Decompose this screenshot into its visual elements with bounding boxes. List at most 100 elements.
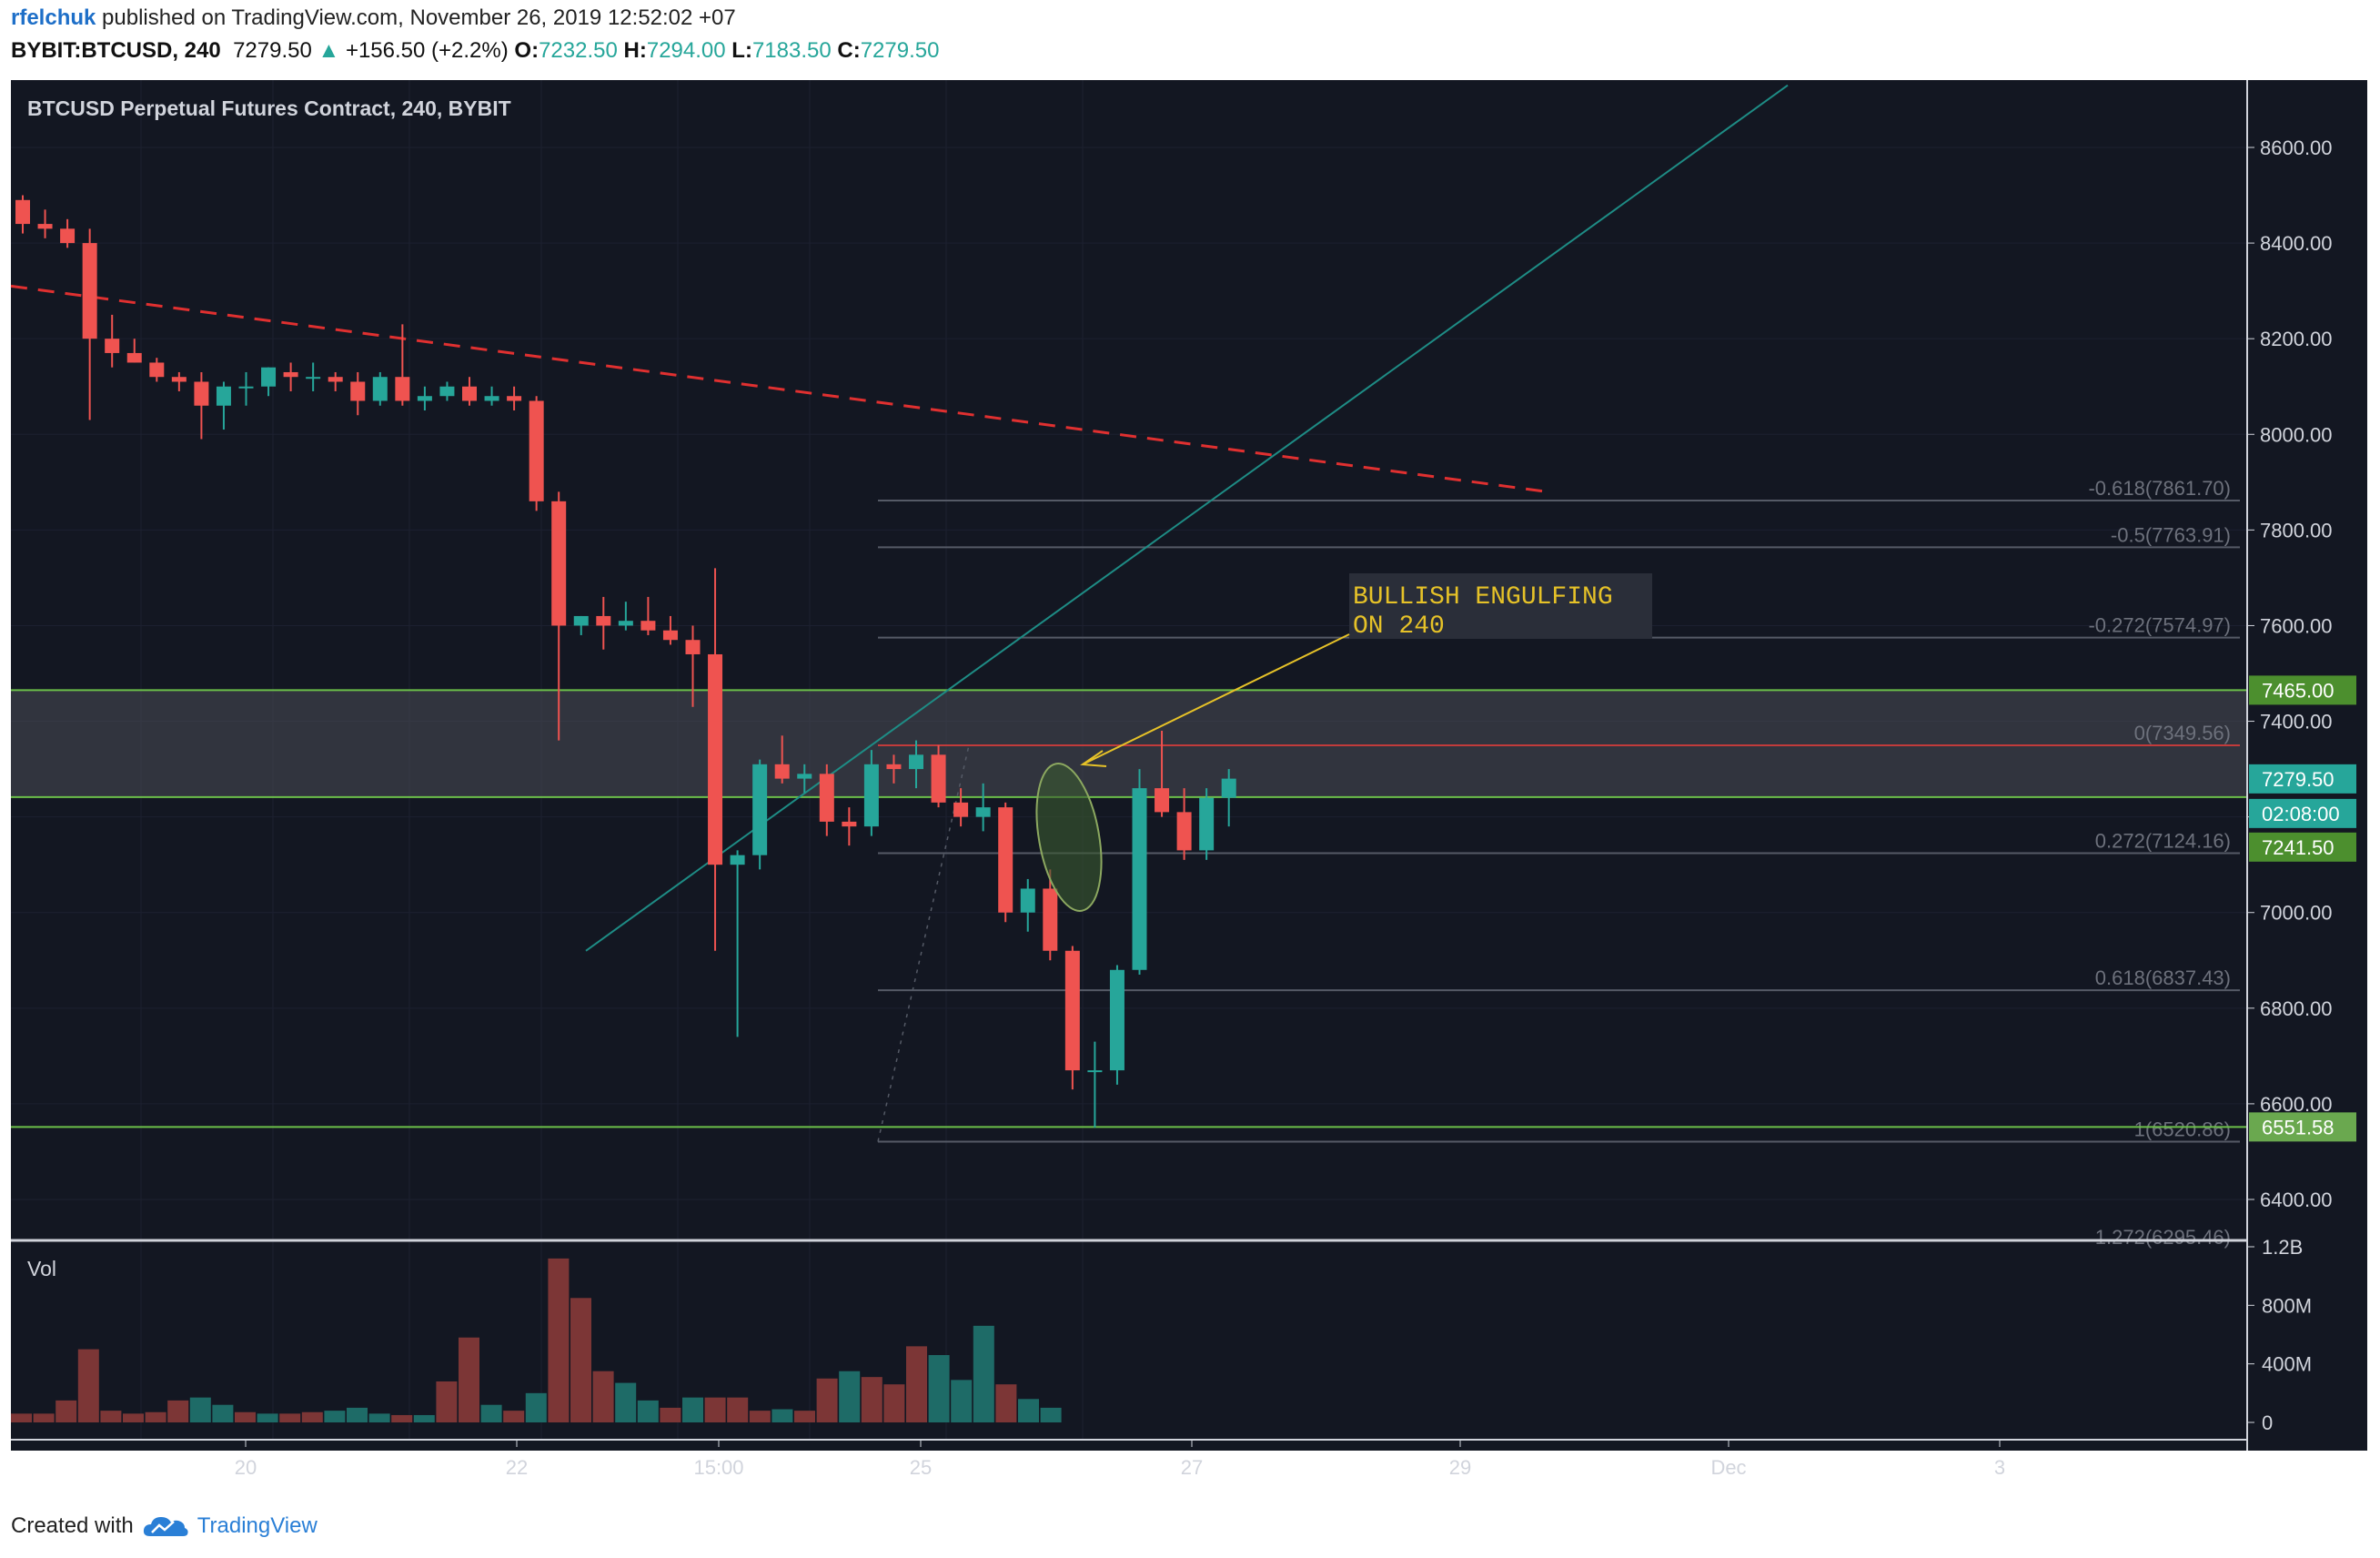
fib-level-label: 0.272(7124.16) <box>2095 829 2231 852</box>
candle-body[interactable] <box>573 615 589 626</box>
volume-bar <box>212 1404 234 1422</box>
price-tick-label: 7800.00 <box>2260 519 2333 541</box>
volume-tick-label: 400M <box>2262 1353 2312 1376</box>
candle-body[interactable] <box>618 621 633 626</box>
candle-body[interactable] <box>1020 888 1035 913</box>
volume-bar <box>235 1411 256 1422</box>
candle-body[interactable] <box>640 621 656 631</box>
candle-body[interactable] <box>953 802 969 817</box>
fibonacci-levels[interactable]: -0.618(7861.70) -0.5(7763.91) -0.272(7574.… <box>877 477 2240 1249</box>
annotation-line-2: ON 240 <box>1353 612 1445 641</box>
candle-body[interactable] <box>774 764 790 779</box>
volume-bar <box>548 1258 570 1422</box>
volume-bar <box>995 1384 1017 1422</box>
candle-body[interactable] <box>149 362 165 378</box>
candle-body[interactable] <box>238 386 254 389</box>
candle-body[interactable] <box>439 386 455 397</box>
volume-bar <box>324 1411 346 1422</box>
candle-body[interactable] <box>909 754 923 770</box>
volume-bar <box>167 1400 189 1422</box>
candle-body[interactable] <box>708 653 723 865</box>
candle-body[interactable] <box>37 224 53 229</box>
candle-body[interactable] <box>1199 797 1215 851</box>
candle-body[interactable] <box>216 386 231 406</box>
volume-bar <box>459 1337 479 1422</box>
candle-body[interactable] <box>1043 888 1058 951</box>
candle-body[interactable] <box>819 774 834 822</box>
open-value: 7232.50 <box>539 38 618 63</box>
candle-body[interactable] <box>797 774 812 779</box>
fib-level-label: -0.272(7574.97) <box>2088 614 2231 637</box>
candle-body[interactable] <box>1109 969 1124 1071</box>
candle-body[interactable] <box>60 228 76 244</box>
annotation-line-1: BULLISH ENGULFING <box>1353 583 1613 612</box>
engulfing-highlight-ellipse[interactable] <box>1026 759 1111 916</box>
candle-body[interactable] <box>1132 788 1147 970</box>
price-tick-label: 8400.00 <box>2260 232 2333 255</box>
support-resistance-lines[interactable] <box>11 689 2247 1128</box>
candle-body[interactable] <box>1064 950 1080 1071</box>
candle-body[interactable] <box>82 243 97 339</box>
candle-body[interactable] <box>462 386 477 401</box>
volume-bar <box>749 1411 771 1422</box>
candle-body[interactable] <box>171 377 187 382</box>
candle-body[interactable] <box>1176 812 1192 851</box>
candle-body[interactable] <box>1221 778 1236 798</box>
author-link[interactable]: rfelchuk <box>11 5 96 30</box>
candle-body[interactable] <box>328 377 343 382</box>
tradingview-link[interactable]: TradingView <box>197 1513 318 1538</box>
volume-bar <box>33 1413 55 1422</box>
candle-body[interactable] <box>306 377 321 379</box>
candle-body[interactable] <box>863 764 879 827</box>
volume-bar <box>189 1397 211 1422</box>
candle-body[interactable] <box>15 199 30 225</box>
candle-body[interactable] <box>261 367 277 387</box>
candle-body[interactable] <box>484 396 499 401</box>
candle-body[interactable] <box>194 381 209 406</box>
price-tick-label: 7600.00 <box>2260 614 2333 637</box>
candle-body[interactable] <box>417 396 432 401</box>
price-axis[interactable]: 8600.00 8400.00 8200.00 8000.00 7800.00 7600.… <box>2247 80 2367 1440</box>
uptrend-line[interactable] <box>585 84 1789 952</box>
candle-body[interactable] <box>350 381 366 401</box>
candle-body[interactable] <box>842 821 857 827</box>
candle-body[interactable] <box>752 764 768 855</box>
low-support-price-tag-label: 6551.58 <box>2262 1116 2335 1138</box>
last-price-tag <box>2249 764 2356 794</box>
up-arrow-icon: ▲ <box>318 38 340 63</box>
candle-body[interactable] <box>998 807 1014 913</box>
candle-body[interactable] <box>730 855 745 865</box>
volume-bar <box>637 1400 659 1422</box>
candle-body[interactable] <box>105 339 120 353</box>
volume-bar <box>727 1397 749 1422</box>
candle-body[interactable] <box>931 754 946 803</box>
time-tick-label: 22 <box>506 1456 528 1479</box>
candle-body[interactable] <box>507 396 522 401</box>
volume-bar <box>1040 1407 1062 1422</box>
candle-body[interactable] <box>372 377 388 401</box>
candle-body[interactable] <box>975 807 991 817</box>
candle-body[interactable] <box>685 640 701 654</box>
candlestick-series[interactable] <box>15 195 1236 1128</box>
time-axis[interactable]: 20 22 15:00 25 27 29 Dec 3 <box>235 1440 2005 1479</box>
candle-body[interactable] <box>395 377 410 401</box>
downtrend-line[interactable] <box>10 284 1548 493</box>
candle-body[interactable] <box>662 630 678 641</box>
high-value: 7294.00 <box>646 38 726 63</box>
candle-body[interactable] <box>596 615 611 626</box>
candle-body[interactable] <box>1155 788 1170 813</box>
volume-bar <box>347 1407 368 1422</box>
candle-body[interactable] <box>1087 1070 1103 1073</box>
candle-body[interactable] <box>283 371 298 378</box>
trendlines[interactable] <box>10 84 1789 952</box>
volume-series <box>11 1258 1062 1422</box>
annotation-box[interactable] <box>1349 573 1652 639</box>
candle-body[interactable] <box>126 352 142 363</box>
volume-bar <box>570 1298 591 1422</box>
footer: Created with TradingView <box>11 1512 318 1540</box>
candle-body[interactable] <box>886 764 902 770</box>
candle-body[interactable] <box>551 501 567 626</box>
candle-body[interactable] <box>529 400 544 501</box>
